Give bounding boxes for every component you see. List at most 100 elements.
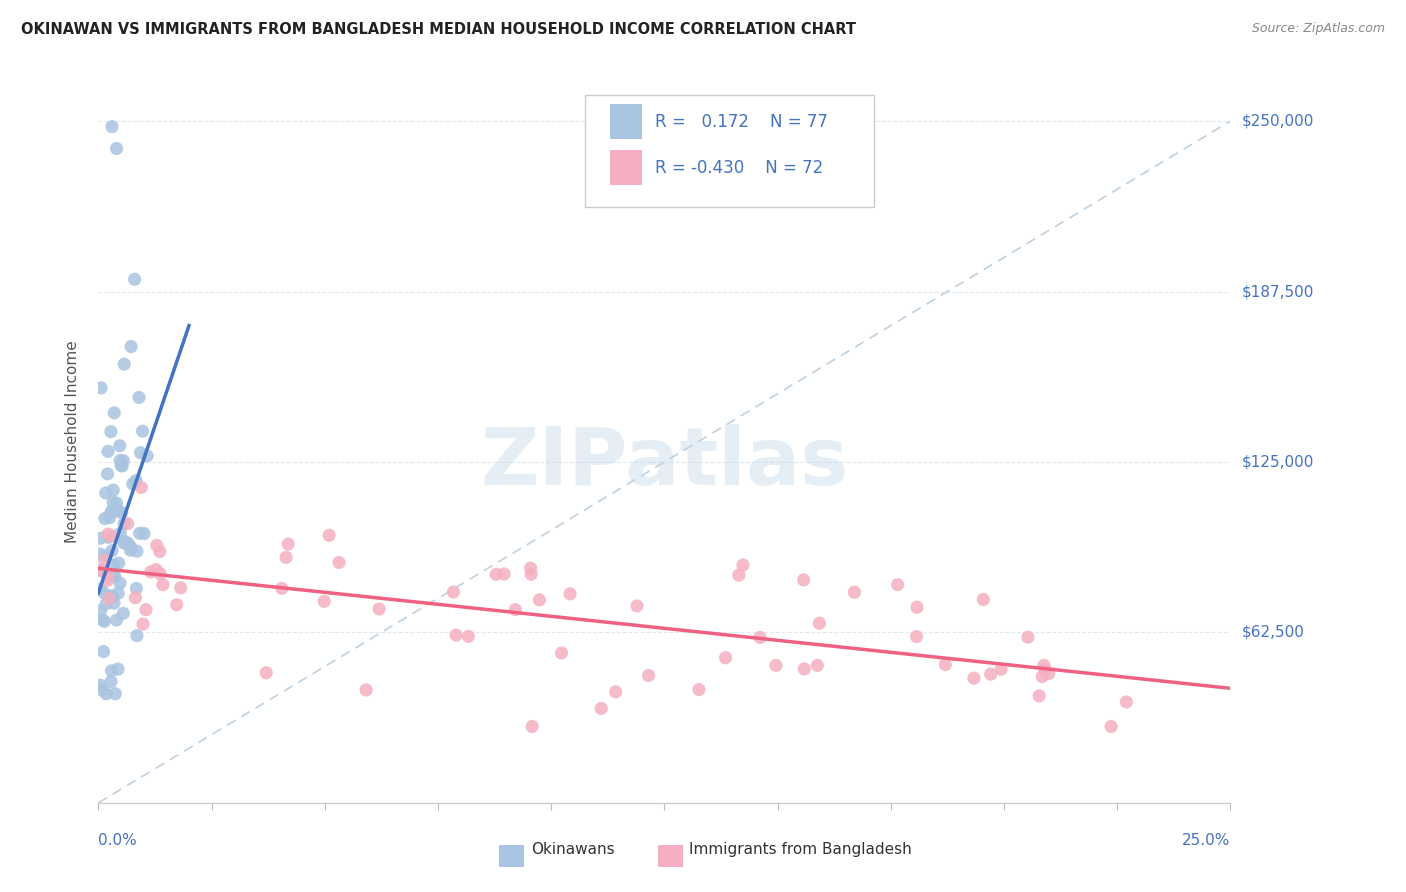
Point	[111, 506, 134, 520]
Point	[124, 591, 146, 605]
Point	[444, 628, 467, 642]
Point	[277, 537, 299, 551]
Point	[793, 662, 815, 676]
Point	[105, 613, 128, 627]
Point	[97, 444, 120, 458]
Point	[120, 543, 142, 558]
Y-axis label: Median Household Income: Median Household Income	[65, 340, 80, 543]
Point	[131, 424, 153, 438]
Point	[149, 544, 172, 558]
Point	[97, 568, 120, 582]
Point	[1099, 719, 1122, 733]
Point	[93, 586, 115, 600]
Point	[328, 556, 350, 570]
Point	[100, 664, 122, 678]
Point	[96, 597, 118, 611]
Text: 0.0%: 0.0%	[98, 833, 138, 848]
Point	[111, 458, 134, 473]
Point	[626, 599, 648, 613]
Point	[89, 678, 111, 692]
Point	[135, 603, 157, 617]
Bar	[610, 104, 641, 139]
Point	[90, 381, 112, 395]
Point	[806, 658, 828, 673]
Point	[529, 593, 551, 607]
Point	[1038, 666, 1060, 681]
Point	[688, 682, 710, 697]
Point	[89, 582, 111, 596]
Point	[98, 591, 121, 606]
Point	[731, 558, 754, 572]
Point	[591, 701, 613, 715]
Point	[149, 566, 172, 581]
Text: Immigrants from Bangladesh: Immigrants from Bangladesh	[689, 842, 911, 856]
Point	[714, 650, 737, 665]
Point	[274, 550, 297, 565]
Point	[117, 536, 139, 550]
Point	[519, 561, 541, 575]
Point	[125, 629, 148, 643]
Point	[990, 662, 1012, 676]
Point	[980, 667, 1002, 681]
Text: ZIPatlas: ZIPatlas	[481, 425, 848, 502]
Point	[136, 449, 159, 463]
Point	[101, 591, 124, 605]
Point	[104, 687, 127, 701]
Text: Source: ZipAtlas.com: Source: ZipAtlas.com	[1251, 22, 1385, 36]
Point	[101, 568, 124, 582]
Point	[108, 453, 131, 467]
Point	[1028, 689, 1050, 703]
Point	[101, 495, 124, 509]
Point	[270, 582, 292, 596]
Point	[104, 569, 127, 583]
Point	[101, 590, 124, 604]
Point	[457, 629, 479, 643]
Point	[97, 530, 120, 544]
Point	[120, 340, 142, 354]
Point	[91, 613, 114, 627]
Point	[637, 668, 659, 682]
Point	[441, 585, 464, 599]
Point	[96, 467, 118, 481]
Point	[97, 527, 120, 541]
Point	[124, 272, 146, 286]
Point	[96, 574, 118, 588]
Point	[765, 658, 787, 673]
Point	[793, 573, 815, 587]
Point	[318, 528, 340, 542]
Point	[105, 141, 128, 155]
Point	[94, 553, 117, 567]
Point	[494, 566, 516, 581]
Text: Okinawans: Okinawans	[531, 842, 614, 856]
Point	[354, 682, 377, 697]
Point	[104, 501, 127, 516]
Point	[128, 526, 150, 541]
Point	[101, 543, 124, 558]
Point	[145, 563, 167, 577]
Point	[100, 674, 122, 689]
Point	[103, 406, 125, 420]
Point	[100, 505, 122, 519]
Point	[94, 486, 117, 500]
Point	[550, 646, 572, 660]
Point	[100, 529, 122, 543]
Point	[96, 687, 118, 701]
Point	[105, 496, 128, 510]
Point	[129, 480, 152, 494]
Point	[93, 645, 115, 659]
Point	[117, 516, 139, 531]
Point	[132, 526, 155, 541]
Point	[103, 483, 125, 497]
Point	[844, 585, 866, 599]
Point	[605, 685, 627, 699]
Point	[522, 719, 544, 733]
Text: $187,500: $187,500	[1241, 284, 1313, 299]
Point	[103, 558, 125, 572]
Text: R = -0.430    N = 72: R = -0.430 N = 72	[655, 159, 824, 177]
Point	[485, 567, 508, 582]
Text: OKINAWAN VS IMMIGRANTS FROM BANGLADESH MEDIAN HOUSEHOLD INCOME CORRELATION CHART: OKINAWAN VS IMMIGRANTS FROM BANGLADESH M…	[21, 22, 856, 37]
Point	[520, 567, 543, 582]
Point	[905, 630, 928, 644]
Point	[120, 540, 142, 554]
Point	[89, 564, 111, 578]
